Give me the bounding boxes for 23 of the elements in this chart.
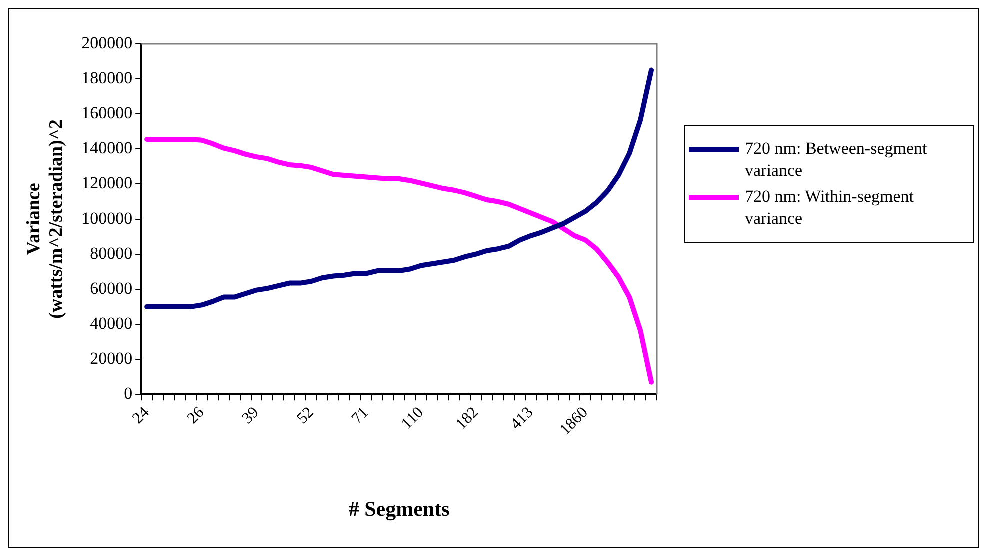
y-axis-title: Variance (watts/m^2/steradian)^2 <box>23 120 68 319</box>
x-tick-label: 110 <box>398 404 428 433</box>
y-tick-label: 40000 <box>90 314 133 333</box>
y-tick-label: 20000 <box>90 349 133 368</box>
legend-label: 720 nm: Between-segment variance <box>745 138 928 182</box>
x-axis-title: # Segments <box>348 496 450 521</box>
y-tick-label: 160000 <box>82 104 133 123</box>
y-tick-label: 180000 <box>82 68 133 88</box>
legend-label: 720 nm: Within-segment variance <box>745 186 915 230</box>
y-tick-label: 120000 <box>82 174 133 193</box>
x-tick-label: 52 <box>294 404 318 428</box>
x-tick-label: 26 <box>184 404 208 428</box>
y-tick-label: 140000 <box>82 138 133 158</box>
x-tick-label: 24 <box>130 404 153 428</box>
y-tick-label: 100000 <box>82 208 133 228</box>
x-tick-label: 182 <box>452 404 482 434</box>
y-tick-label: 200000 <box>82 33 133 52</box>
x-tick-label: 71 <box>348 404 372 428</box>
x-tick-label: 413 <box>508 404 537 434</box>
y-tick-label: 80000 <box>90 244 133 263</box>
x-tick-label: 39 <box>239 404 263 428</box>
y-tick-label: 60000 <box>90 278 133 298</box>
y-tick-label: 0 <box>124 384 133 404</box>
